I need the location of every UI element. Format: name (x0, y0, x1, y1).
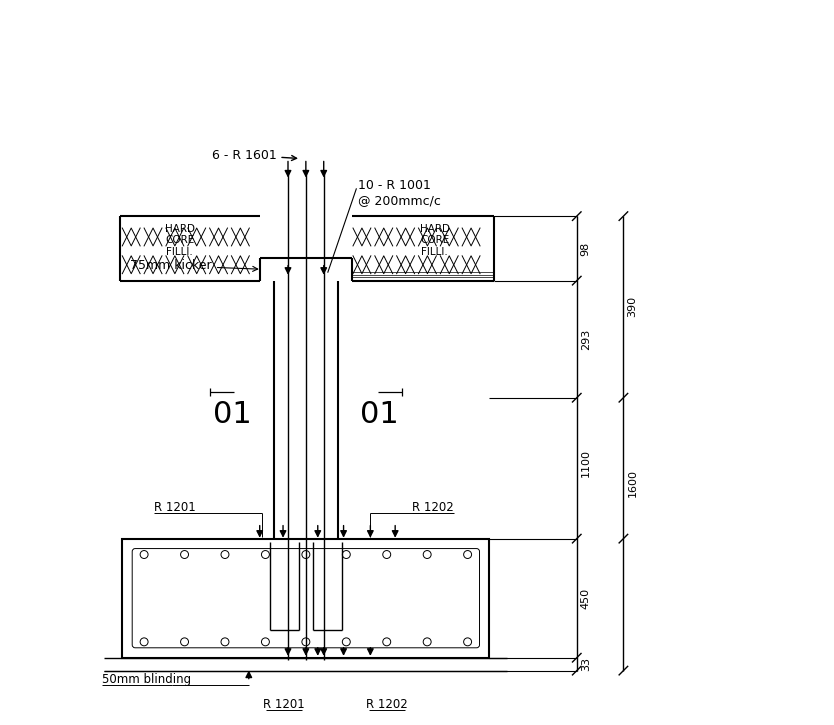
Text: 01: 01 (360, 400, 399, 429)
Text: 1600: 1600 (627, 469, 637, 497)
Text: HARD
CORE
FILLI.: HARD CORE FILLI. (420, 224, 450, 257)
Text: 10 - R 1001
@ 200mmc/c: 10 - R 1001 @ 200mmc/c (359, 179, 441, 207)
Text: 390: 390 (627, 297, 637, 318)
Text: 1100: 1100 (580, 450, 590, 477)
Text: 50mm blinding: 50mm blinding (103, 673, 192, 686)
Text: 293: 293 (580, 328, 590, 349)
Bar (123, 539, 490, 658)
Text: 450: 450 (580, 588, 590, 609)
Text: 6 - R 1601: 6 - R 1601 (212, 149, 297, 162)
Text: R 1201: R 1201 (154, 501, 196, 514)
Text: 01: 01 (213, 400, 251, 429)
Text: R 1202: R 1202 (412, 501, 454, 514)
Text: 75mm kicker: 75mm kicker (130, 260, 258, 272)
Text: HARD
CORE
FILLI.: HARD CORE FILLI. (165, 224, 195, 257)
Text: 33: 33 (580, 657, 590, 671)
Text: R 1201: R 1201 (264, 698, 305, 711)
Text: 98: 98 (580, 241, 590, 255)
Text: R 1202: R 1202 (366, 698, 408, 711)
